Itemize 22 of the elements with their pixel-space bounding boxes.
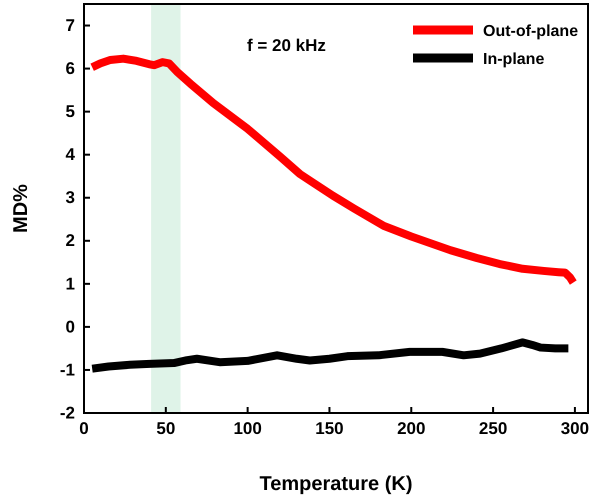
- y-tick-label: 3: [66, 188, 75, 208]
- x-axis-title: Temperature (K): [260, 473, 412, 495]
- x-tick-label: 0: [79, 419, 89, 438]
- y-axis-title: MD%: [10, 184, 32, 233]
- legend-label: Out-of-plane: [483, 23, 578, 40]
- legend-label: In-plane: [483, 51, 544, 68]
- y-tick-label: 5: [66, 102, 75, 122]
- x-tick-label: 200: [397, 419, 426, 438]
- x-tick-label: 250: [478, 419, 508, 438]
- y-tick-label: 2: [66, 231, 75, 250]
- y-tick-label: 0: [66, 317, 75, 336]
- y-tick-label: -2: [60, 403, 75, 422]
- y-tick-label: 4: [66, 145, 76, 164]
- y-tick-label: -1: [60, 360, 75, 380]
- x-tick-label: 300: [560, 419, 590, 438]
- y-tick-label: 6: [66, 59, 75, 78]
- x-tick-label: 100: [233, 419, 262, 438]
- y-tick-label: 1: [66, 274, 75, 294]
- x-tick-label: 50: [156, 419, 176, 438]
- annotation: f = 20 kHz: [247, 36, 326, 55]
- y-tick-label: 7: [66, 16, 75, 35]
- x-tick-label: 150: [315, 419, 344, 438]
